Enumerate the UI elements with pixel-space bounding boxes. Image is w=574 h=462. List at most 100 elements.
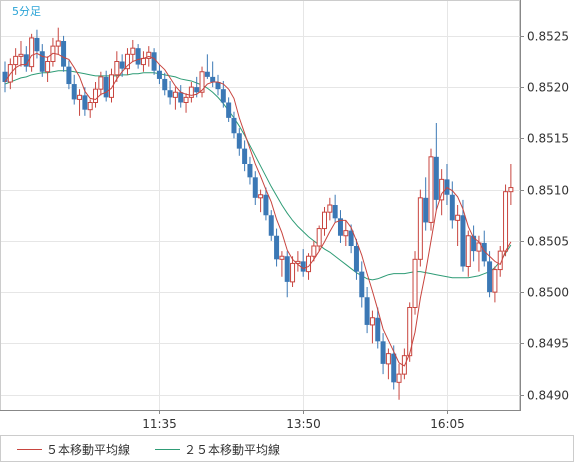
candle-51 bbox=[274, 228, 280, 267]
candle-41 bbox=[220, 80, 226, 108]
candle-body-74 bbox=[396, 373, 402, 383]
candle-14 bbox=[77, 89, 83, 116]
candle-body-90 bbox=[481, 242, 487, 262]
candle-82 bbox=[439, 169, 445, 216]
candle-64 bbox=[343, 220, 349, 246]
candle-body-44 bbox=[236, 133, 242, 149]
candle-body-70 bbox=[375, 317, 381, 342]
candle-body-67 bbox=[359, 271, 365, 298]
candle-body-7 bbox=[39, 51, 45, 72]
y-tick-label-6: 0.8495 bbox=[527, 337, 569, 351]
candle-body-68 bbox=[364, 297, 370, 325]
candle-3 bbox=[18, 41, 24, 67]
candle-48 bbox=[258, 189, 264, 213]
candle-body-40 bbox=[215, 82, 221, 90]
candle-0 bbox=[2, 61, 8, 93]
candle-body-94 bbox=[503, 191, 509, 252]
candle-25 bbox=[135, 44, 141, 69]
candle-92 bbox=[492, 266, 498, 303]
candle-body-61 bbox=[327, 204, 333, 213]
candle-58 bbox=[311, 240, 317, 262]
candle-body-49 bbox=[263, 194, 269, 216]
candle-22 bbox=[119, 54, 125, 77]
candle-body-95 bbox=[508, 187, 514, 193]
candle-body-82 bbox=[439, 178, 445, 201]
candle-81 bbox=[433, 123, 439, 211]
candle-body-30 bbox=[162, 78, 168, 91]
candle-17 bbox=[93, 82, 99, 108]
candle-71 bbox=[380, 333, 386, 375]
candle-body-36 bbox=[194, 87, 200, 93]
candle-80 bbox=[428, 148, 434, 231]
candle-66 bbox=[353, 238, 359, 280]
candle-body-59 bbox=[316, 228, 322, 247]
candle-body-89 bbox=[476, 242, 482, 252]
x-tick-label-0: 11:35 bbox=[142, 417, 177, 431]
candle-50 bbox=[268, 210, 274, 241]
candle-56 bbox=[300, 249, 306, 277]
candle-38 bbox=[204, 54, 210, 79]
candle-body-33 bbox=[178, 92, 184, 103]
candle-42 bbox=[226, 97, 232, 122]
ma25-line bbox=[4, 70, 512, 281]
y-tick-label-0: 0.8525 bbox=[527, 30, 569, 44]
candle-body-2 bbox=[13, 55, 19, 66]
candle-31 bbox=[167, 80, 173, 105]
x-tick-label-2: 16:05 bbox=[430, 417, 465, 431]
candle-21 bbox=[114, 51, 120, 82]
candle-44 bbox=[236, 128, 242, 156]
candle-body-38 bbox=[204, 71, 210, 77]
x-axis-ticks: 11:35 13:50 16:05 bbox=[142, 410, 465, 431]
candle-body-31 bbox=[167, 90, 173, 98]
candle-85 bbox=[455, 205, 461, 246]
candle-body-18 bbox=[98, 76, 104, 90]
ma5-series bbox=[4, 52, 512, 367]
candle-16 bbox=[87, 99, 93, 118]
candle-body-27 bbox=[146, 51, 152, 59]
candle-33 bbox=[178, 85, 184, 108]
candle-30 bbox=[162, 72, 168, 96]
ma25-series bbox=[4, 70, 512, 281]
candle-body-16 bbox=[87, 102, 93, 111]
grid-lines bbox=[1, 1, 520, 410]
candle-body-0 bbox=[2, 71, 8, 82]
candle-body-47 bbox=[252, 177, 258, 198]
x-tick-label-1: 13:50 bbox=[286, 417, 321, 431]
candle-88 bbox=[471, 225, 477, 262]
candle-body-46 bbox=[247, 164, 253, 178]
candle-70 bbox=[375, 307, 381, 349]
candle-73 bbox=[391, 345, 397, 390]
period-label: 5分足 bbox=[12, 5, 41, 18]
candle-body-41 bbox=[220, 89, 226, 103]
candle-body-78 bbox=[417, 197, 423, 260]
candle-40 bbox=[215, 74, 221, 96]
candle-72 bbox=[385, 348, 391, 380]
candle-body-71 bbox=[380, 341, 386, 364]
candle-body-29 bbox=[156, 70, 162, 79]
candle-body-24 bbox=[130, 47, 136, 55]
candle-7 bbox=[39, 44, 45, 77]
candle-body-86 bbox=[460, 215, 466, 267]
candle-45 bbox=[242, 140, 248, 172]
candle-84 bbox=[449, 181, 455, 229]
candle-body-87 bbox=[465, 235, 471, 267]
candle-body-48 bbox=[258, 194, 264, 199]
ma5-line bbox=[4, 52, 512, 367]
y-tick-label-2: 0.8515 bbox=[527, 132, 569, 146]
candle-body-8 bbox=[45, 61, 51, 73]
candle-13 bbox=[71, 74, 77, 105]
y-axis-ticks: 0.8525 0.8520 0.8515 0.8510 0.8505 0.8500 0.84… bbox=[520, 30, 569, 403]
candle-12 bbox=[66, 60, 72, 90]
candle-65 bbox=[348, 224, 354, 254]
candle-body-63 bbox=[337, 218, 343, 236]
candle-74 bbox=[396, 363, 402, 400]
candle-67 bbox=[359, 261, 365, 308]
candle-23 bbox=[124, 48, 130, 75]
candle-body-42 bbox=[226, 102, 232, 118]
y-tick-label-1: 0.8520 bbox=[527, 81, 569, 95]
legend-ma5-label: ５本移動平均線 bbox=[46, 442, 130, 457]
candle-body-26 bbox=[140, 57, 146, 66]
candle-body-39 bbox=[210, 76, 216, 82]
candle-body-5 bbox=[29, 37, 35, 68]
